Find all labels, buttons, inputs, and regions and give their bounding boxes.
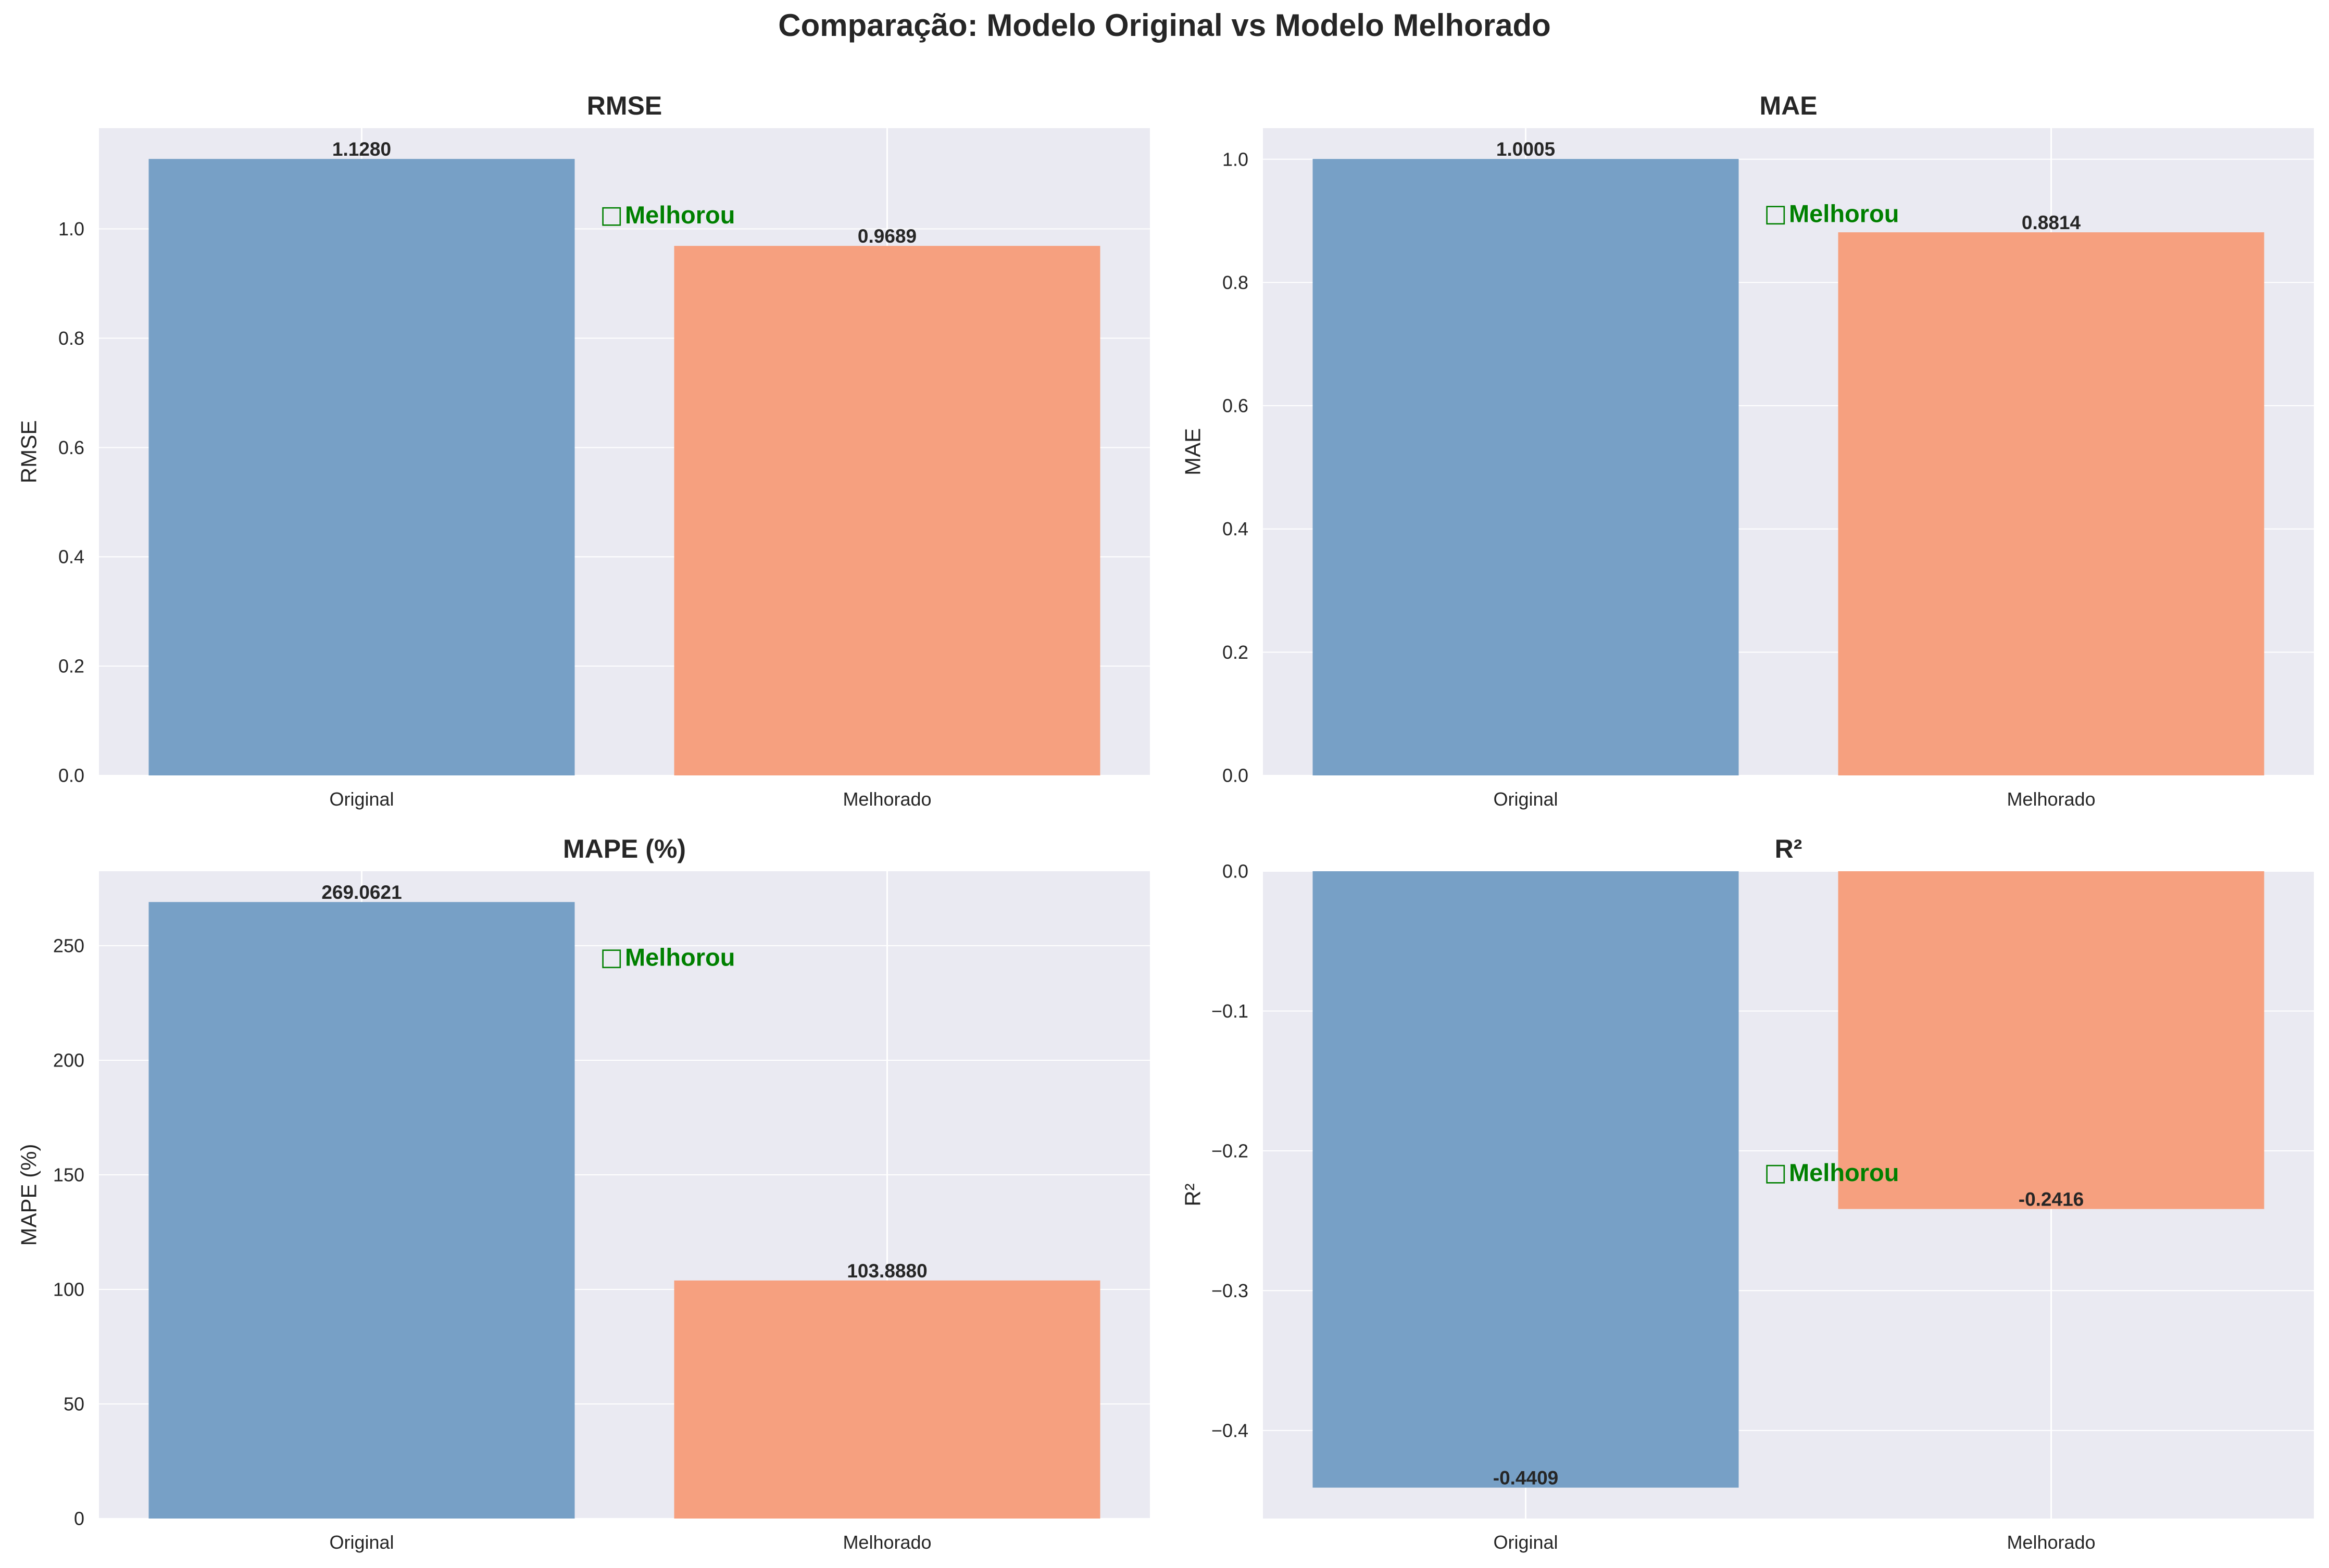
annotation-label: Melhorou [1789, 1159, 1899, 1186]
value-label: -0.4409 [1493, 1467, 1559, 1489]
bar-original [148, 902, 575, 1519]
y-tick-label: 0.2 [1222, 642, 1248, 663]
value-label: 1.1280 [332, 139, 391, 160]
x-tick-label: Original [329, 788, 394, 810]
y-tick-label: 0.8 [1222, 272, 1248, 293]
annotation-label: Melhorou [625, 201, 735, 229]
y-tick-label: 0.0 [58, 765, 84, 786]
value-label: 1.0005 [1496, 139, 1555, 160]
y-tick-label: −0.4 [1211, 1420, 1248, 1441]
y-tick-label: 0.0 [1222, 765, 1248, 786]
x-tick-label: Melhorado [2007, 788, 2095, 810]
annotation-label: Melhorou [1789, 199, 1899, 227]
value-label: 0.9689 [858, 225, 917, 247]
annotation-box-icon: □ [600, 943, 623, 972]
bar-original [1312, 159, 1739, 775]
x-tick-label: Original [1493, 1532, 1558, 1553]
x-tick-label: Original [329, 1532, 394, 1553]
panel-title: RMSE [587, 91, 662, 120]
y-tick-label: 200 [53, 1050, 84, 1071]
annotation-box-icon: □ [1764, 1158, 1787, 1187]
annotation-box-icon: □ [1764, 199, 1787, 228]
y-tick-label: 0.4 [1222, 518, 1248, 540]
y-axis-label: R² [1181, 1183, 1205, 1206]
y-tick-label: 0.4 [58, 546, 84, 568]
bar-melhorado [674, 246, 1100, 775]
annotation-label: Melhorou [625, 944, 735, 971]
x-tick-label: Melhorado [843, 1532, 931, 1553]
y-tick-label: 0.2 [58, 656, 84, 677]
y-tick-label: 50 [64, 1394, 84, 1415]
y-tick-label: 1.0 [58, 218, 84, 240]
y-tick-label: 150 [53, 1164, 84, 1186]
x-tick-label: Melhorado [2007, 1532, 2095, 1553]
y-tick-label: 0.6 [1222, 395, 1248, 417]
bar-melhorado [1838, 232, 2264, 775]
bar-original [148, 159, 575, 776]
y-axis-label: RMSE [17, 420, 41, 483]
bar-melhorado [674, 1280, 1100, 1519]
chart-panel-1: 1.1280 0.9689 0.0 0.2 0.4 0.6 0.8 1.0 Original Me… [17, 91, 1150, 810]
y-tick-label: 250 [53, 935, 84, 957]
value-label: 103.8880 [847, 1260, 927, 1282]
y-tick-label: 1.0 [1222, 148, 1248, 170]
panel-title: MAE [1759, 91, 1817, 120]
y-tick-label: 0.6 [58, 437, 84, 458]
value-label: 269.0621 [321, 882, 402, 903]
panel-title: MAPE (%) [563, 834, 686, 863]
y-tick-label: −0.2 [1211, 1140, 1248, 1161]
x-tick-label: Melhorado [843, 788, 931, 810]
x-tick-label: Original [1493, 788, 1558, 810]
value-label: 0.8814 [2022, 212, 2081, 233]
panel-title: R² [1775, 834, 1802, 863]
chart-panel-4: -0.4409 -0.2416 −0.4 −0.3 −0.2 −0.1 0.0 Origina… [1181, 834, 2314, 1553]
y-tick-label: −0.3 [1211, 1280, 1248, 1301]
value-label: -0.2416 [2019, 1189, 2084, 1210]
y-tick-label: 0.0 [1222, 861, 1248, 882]
figure-title: Comparação: Modelo Original vs Modelo Me… [778, 8, 1551, 43]
y-axis-label: MAPE (%) [17, 1144, 41, 1246]
y-tick-label: 0.8 [58, 328, 84, 349]
chart-panel-2: 1.0005 0.8814 0.0 0.2 0.4 0.6 0.8 1.0 Original Me… [1181, 91, 2314, 810]
y-axis-label: MAE [1181, 428, 1205, 475]
y-tick-label: −0.1 [1211, 1000, 1248, 1022]
y-tick-label: 0 [74, 1508, 84, 1529]
chart-panel-3: 269.0621 103.8880 0 50 100 150 200 250 Original M… [17, 834, 1150, 1553]
bar-original [1312, 871, 1739, 1488]
y-tick-label: 100 [53, 1279, 84, 1300]
bar-melhorado [1838, 871, 2264, 1209]
annotation-box-icon: □ [600, 200, 623, 229]
